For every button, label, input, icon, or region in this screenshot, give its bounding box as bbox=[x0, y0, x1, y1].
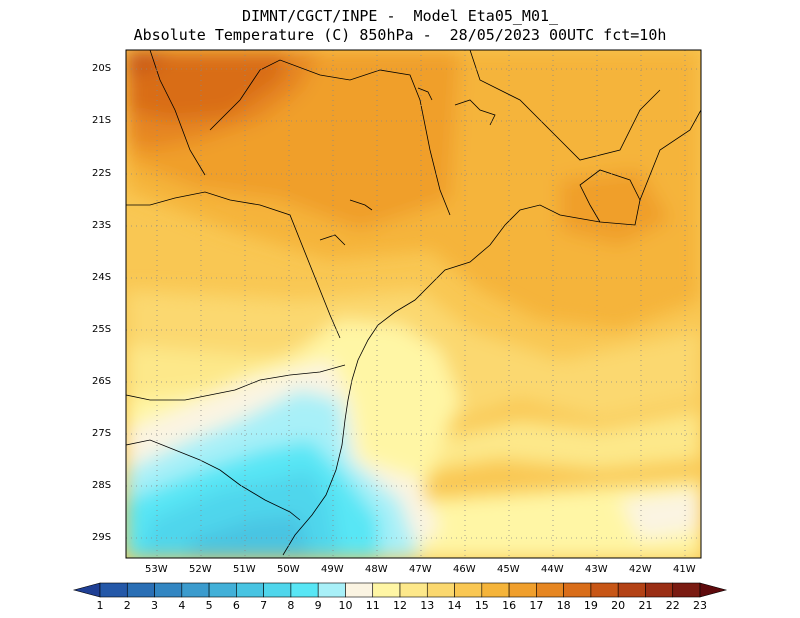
colorbar-bin bbox=[372, 582, 401, 598]
lat-label: 25S bbox=[92, 324, 112, 335]
lat-label: 22S bbox=[92, 168, 112, 179]
colorbar-bin bbox=[617, 582, 646, 598]
lat-label: 24S bbox=[92, 272, 112, 283]
colorbar-label: 21 bbox=[638, 599, 653, 612]
lon-label: 51W bbox=[233, 564, 256, 575]
colorbar-bin bbox=[181, 582, 210, 598]
map-title-line1: DIMNT/CGCT/INPE - Model Eta05_M01_ bbox=[241, 7, 559, 25]
colorbar-label: 11 bbox=[365, 599, 380, 612]
colorbar-label: 20 bbox=[611, 599, 626, 612]
lon-label: 50W bbox=[277, 564, 300, 575]
colorbar-label: 16 bbox=[502, 599, 517, 612]
colorbar-bin bbox=[99, 582, 128, 598]
lon-label: 45W bbox=[497, 564, 520, 575]
lon-label: 49W bbox=[321, 564, 344, 575]
lat-label: 26S bbox=[92, 376, 112, 387]
graticule bbox=[126, 50, 701, 558]
colorbar-label: 4 bbox=[178, 599, 186, 612]
colorbar-label: 19 bbox=[583, 599, 598, 612]
lat-label: 27S bbox=[92, 428, 112, 439]
colorbar-bin bbox=[154, 582, 183, 598]
colorbar-label: 10 bbox=[338, 599, 353, 612]
colorbar-bin bbox=[236, 582, 264, 598]
colorbar-bin bbox=[481, 582, 510, 598]
colorbar-label: 5 bbox=[205, 599, 213, 612]
colorbar-label: 15 bbox=[474, 599, 489, 612]
colorbar bbox=[72, 582, 728, 598]
colorbar-label: 2 bbox=[123, 599, 131, 612]
colorbar-label: 23 bbox=[693, 599, 707, 612]
colorbar-bin bbox=[399, 582, 428, 598]
colorbar-bin bbox=[345, 582, 374, 598]
colorbar-label: 6 bbox=[232, 599, 240, 612]
colorbar-bin bbox=[290, 582, 319, 598]
lon-label: 43W bbox=[585, 564, 608, 575]
colorbar-label: 8 bbox=[287, 599, 295, 612]
temperature-field bbox=[126, 50, 701, 558]
colorbar-bin bbox=[426, 582, 455, 598]
lon-label: 42W bbox=[629, 564, 652, 575]
colorbar-bin bbox=[454, 582, 483, 598]
lon-label: 53W bbox=[145, 564, 168, 575]
lat-label: 21S bbox=[92, 115, 112, 126]
lon-label: 41W bbox=[673, 564, 696, 575]
lon-label: 52W bbox=[189, 564, 212, 575]
colorbar-bin bbox=[317, 582, 346, 598]
lon-label: 44W bbox=[541, 564, 564, 575]
colorbar-label: 22 bbox=[665, 599, 680, 612]
colorbar-label: 7 bbox=[260, 599, 268, 612]
lat-label: 28S bbox=[92, 480, 112, 491]
lat-label: 23S bbox=[92, 220, 112, 231]
map-title-line2: Absolute Temperature (C) 850hPa - 28/05/… bbox=[133, 26, 667, 44]
colorbar-label: 1 bbox=[96, 599, 104, 612]
colorbar-label: 17 bbox=[529, 599, 544, 612]
lon-label: 46W bbox=[453, 564, 476, 575]
lon-label: 47W bbox=[409, 564, 432, 575]
colorbar-bin bbox=[208, 582, 237, 598]
colorbar-bin bbox=[672, 582, 701, 598]
lat-label: 20S bbox=[92, 63, 112, 74]
colorbar-label: 14 bbox=[447, 599, 462, 612]
colorbar-arrow-high bbox=[699, 582, 728, 598]
colorbar-bin bbox=[536, 582, 564, 598]
colorbar-bin bbox=[263, 582, 292, 598]
lon-label: 48W bbox=[365, 564, 388, 575]
colorbar-bin bbox=[126, 582, 155, 598]
map-frame bbox=[125, 49, 702, 559]
lat-label: 29S bbox=[92, 532, 112, 543]
colorbar-bin bbox=[645, 582, 674, 598]
colorbar-label: 3 bbox=[151, 599, 159, 612]
colorbar-label: 13 bbox=[420, 599, 435, 612]
colorbar-label: 9 bbox=[314, 599, 322, 612]
colorbar-label: 12 bbox=[393, 599, 407, 612]
colorbar-bin bbox=[563, 582, 592, 598]
colorbar-bin bbox=[590, 582, 619, 598]
colorbar-bin bbox=[508, 582, 537, 598]
colorbar-arrow-low bbox=[72, 582, 101, 598]
colorbar-label: 18 bbox=[556, 599, 571, 612]
